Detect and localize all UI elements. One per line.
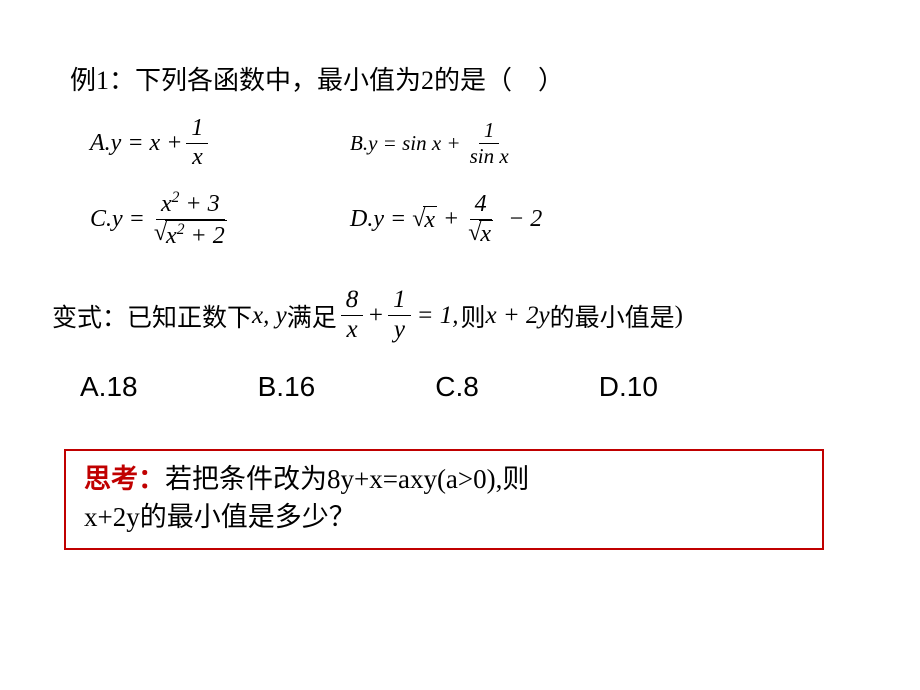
opt-b-label: B (350, 131, 363, 156)
option-c: C.y = x2 + 3 x2 + 2 (90, 189, 350, 250)
slide-content: 例1：下列各函数中，最小值为2的是（ ） A.y = x + 1 x B.y =… (0, 0, 920, 590)
stem-value: 2 (421, 66, 434, 95)
mc-d: D.10 (599, 371, 658, 403)
mc-a: A.18 (80, 371, 138, 403)
variant-prefix: 变式：已知正数 (52, 298, 227, 334)
stem-prefix: 例1：下列各函数中，最小值为 (70, 66, 421, 95)
option-a: A.y = x + 1 x (90, 115, 350, 171)
stem-suffix: 的是（ ） (434, 66, 564, 95)
opt-c-fraction: x2 + 3 x2 + 2 (149, 189, 232, 250)
opt-a-lhs: y (111, 130, 122, 157)
variant-frac2: 1 y (388, 286, 411, 345)
think-label: 思考： (84, 464, 165, 494)
mc-b: B.16 (258, 371, 316, 403)
opt-a-label: A (90, 130, 105, 157)
opt-b-fraction: 1 sin x (465, 118, 514, 167)
option-d: D.y = x + 4 x − 2 (350, 191, 670, 248)
option-b: B.y = sin x + 1 sin x (350, 118, 670, 167)
example1-stem: 例1：下列各函数中，最小值为2的是（ ） (70, 60, 870, 97)
thinking-box: 思考：若把条件改为8y+x=axy(a>0),则 x+2y的最小值是多少？ (64, 449, 824, 551)
opt-c-label: C (90, 206, 106, 233)
opt-a-fraction: 1 x (186, 115, 208, 171)
variant-question: 变式：已知正数下x, y满足 8 x + 1 y = 1, 则x + 2y的最小… (52, 286, 870, 345)
mc-options: A.18 B.16 C.8 D.10 (80, 371, 870, 403)
options-grid: A.y = x + 1 x B.y = sin x + 1 sin x C.y … (90, 115, 870, 250)
opt-d-fraction: 4 x (463, 191, 498, 248)
mc-c: C.8 (435, 371, 479, 403)
opt-d-label: D (350, 206, 367, 233)
variant-frac1: 8 x (341, 286, 364, 345)
